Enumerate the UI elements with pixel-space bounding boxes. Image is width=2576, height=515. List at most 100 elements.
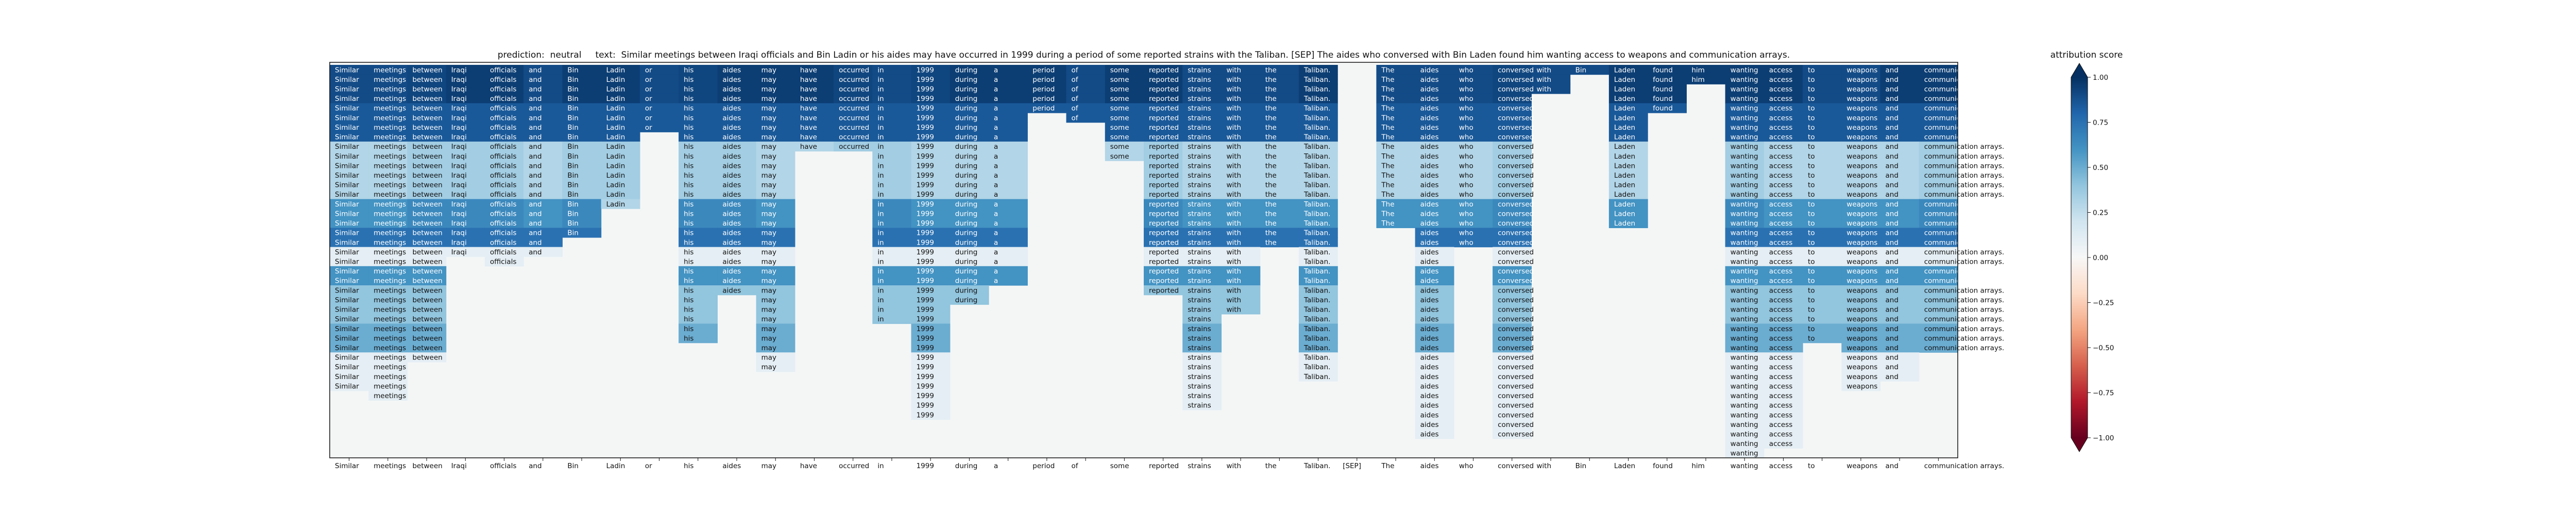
heatmap-cell-label: aides (1420, 248, 1439, 256)
heatmap-cell (1221, 256, 1261, 267)
heatmap-cell-label: a (994, 229, 998, 237)
heatmap-cell (1608, 180, 1648, 190)
heatmap-cell (756, 247, 795, 257)
heatmap-cell-label: communication arrays. (1924, 95, 2004, 103)
heatmap-cell-label: meetings (374, 219, 406, 228)
heatmap-cell-label: weapons (1846, 286, 1877, 295)
heatmap-cell-label: weapons (1846, 181, 1877, 190)
heatmap-cell-label: meetings (374, 210, 406, 218)
heatmap-cell (950, 132, 989, 142)
heatmap-cell-label: wanting (1731, 373, 1758, 381)
heatmap-cell-label: to (1808, 258, 1815, 266)
heatmap-cell (950, 189, 989, 200)
heatmap-cell (1376, 218, 1416, 228)
heatmap-cell (368, 256, 408, 267)
heatmap-cell (330, 228, 369, 238)
heatmap-cell (1803, 180, 1842, 190)
heatmap-cell-label: may (761, 152, 776, 161)
heatmap-cell (756, 132, 795, 142)
heatmap-cell-label: aides (1420, 354, 1439, 362)
heatmap-cell-label: access (1769, 402, 1793, 410)
heatmap-cell-label: officials (490, 248, 517, 256)
heatmap-cell (989, 170, 1028, 180)
heatmap-cell-label: in (877, 162, 884, 170)
heatmap-cell (1764, 266, 1803, 277)
heatmap-cell-label: reported (1149, 229, 1179, 237)
heatmap-cell (872, 113, 912, 123)
heatmap-cell-label: reported (1149, 267, 1179, 276)
heatmap-cell-label: 1999 (917, 363, 934, 371)
heatmap-cell-label: Laden (1614, 143, 1635, 151)
heatmap-cell-label: Taliban. (1303, 354, 1330, 362)
x-tick-label: wanting (1731, 462, 1758, 470)
heatmap-cell-label: who (1459, 76, 1473, 84)
heatmap-cell (1648, 93, 1687, 104)
heatmap-cell-label: Similar (335, 334, 359, 342)
heatmap-cell-label: Iraqi (451, 219, 467, 228)
heatmap-cell (1493, 276, 1532, 286)
heatmap-cell (1415, 170, 1454, 180)
heatmap-cell-label: meetings (374, 76, 406, 84)
heatmap-cell (950, 247, 989, 257)
heatmap-cell (1725, 84, 1765, 94)
heatmap-cell-label: conversed (1498, 315, 1534, 323)
heatmap-cell (523, 218, 563, 228)
heatmap-cell-label: reported (1149, 200, 1179, 209)
heatmap-cell-label: to (1808, 325, 1815, 333)
heatmap-cell-label: during (955, 219, 978, 228)
heatmap-cell (1415, 199, 1454, 209)
x-tick-label: Ladin (606, 462, 625, 470)
heatmap-cell (1260, 132, 1299, 142)
heatmap-cell-label: access (1769, 382, 1793, 390)
heatmap-cell-label: strains (1188, 133, 1211, 142)
heatmap-cell (756, 93, 795, 104)
heatmap-cell-label: period (1032, 76, 1055, 84)
heatmap-cell (1221, 266, 1261, 277)
heatmap-cell (950, 266, 989, 277)
heatmap-cell-label: meetings (374, 325, 406, 333)
heatmap-cell (484, 151, 524, 161)
heatmap-cell (679, 65, 718, 75)
heatmap-cell-label: meetings (374, 315, 406, 323)
heatmap-cell-label: conversed (1498, 373, 1534, 381)
heatmap-cell-label: in (877, 219, 884, 228)
heatmap-cell (1221, 247, 1261, 257)
heatmap-cell (1453, 103, 1493, 113)
heatmap-cell-label: The (1381, 143, 1394, 151)
heatmap-cell (330, 209, 369, 219)
heatmap-cell (1221, 218, 1261, 228)
heatmap-cell (756, 209, 795, 219)
heatmap-cell (1105, 65, 1144, 75)
heatmap-cell-label: Bin (567, 171, 579, 180)
heatmap-cell-label: and (1886, 277, 1899, 285)
heatmap-cell-label: access (1769, 421, 1793, 429)
heatmap-cell-label: officials (490, 76, 517, 84)
heatmap-cell-label: and (1886, 85, 1899, 94)
heatmap-cell-label: of (1072, 85, 1079, 94)
heatmap-cell-label: meetings (374, 181, 406, 190)
heatmap-cell (1027, 103, 1067, 113)
heatmap-cell (1221, 189, 1261, 200)
heatmap-cell (330, 266, 369, 277)
heatmap-cell (1919, 113, 1958, 123)
heatmap-cell (523, 122, 563, 132)
heatmap-cell-label: and (1886, 238, 1899, 247)
heatmap-cell-label: Similar (335, 114, 359, 122)
heatmap-cell-label: Taliban. (1303, 373, 1330, 381)
heatmap-cell (1298, 218, 1338, 228)
heatmap-cell (1221, 141, 1261, 152)
heatmap-cell (911, 161, 951, 171)
heatmap-cell (1105, 132, 1144, 142)
heatmap-cell-label: weapons (1846, 143, 1877, 151)
heatmap-cell-label: Taliban. (1303, 66, 1330, 74)
heatmap-cell-label: conversed (1498, 411, 1534, 419)
heatmap-cell (446, 247, 485, 257)
heatmap-cell-label: wanting (1731, 286, 1758, 295)
heatmap-cell (1182, 84, 1222, 94)
heatmap-cell-label: the (1265, 210, 1277, 218)
heatmap-cell (1648, 103, 1687, 113)
heatmap-cell-label: access (1769, 152, 1793, 161)
heatmap-cell-label: who (1459, 85, 1473, 94)
heatmap-cell-label: aides (1420, 85, 1439, 94)
x-tick-label: in (877, 462, 884, 470)
